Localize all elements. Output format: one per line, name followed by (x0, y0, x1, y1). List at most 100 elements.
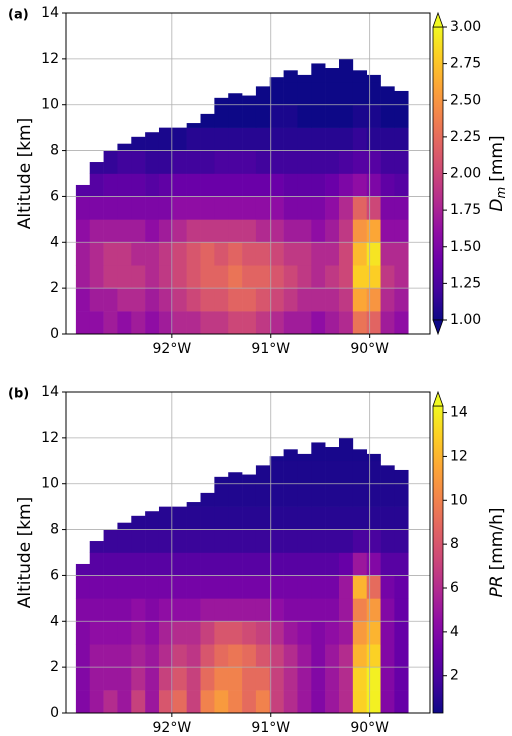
heat-cell (366, 575, 381, 599)
heat-cell (131, 288, 146, 312)
colorbar-tick-label: 4 (450, 624, 459, 640)
heat-cell (380, 529, 395, 553)
heat-cell (131, 690, 146, 714)
heat-cell (352, 621, 367, 645)
axes-frame (65, 391, 431, 714)
heat-cell (352, 529, 367, 553)
heat-cell (131, 667, 146, 691)
heat-cell (311, 529, 326, 553)
heat-cell (103, 667, 118, 691)
heat-cell (366, 242, 381, 266)
heat-cell (89, 621, 104, 645)
heat-cell (380, 104, 395, 128)
heat-cell (89, 265, 104, 289)
y-tick-label: 14 (41, 384, 59, 400)
heat-cell (325, 150, 340, 174)
heat-cell (158, 173, 174, 197)
colorbar-tick-label: 1.75 (450, 202, 481, 218)
colorbar-tick-label: 2.50 (450, 92, 481, 108)
heat-cell (255, 667, 271, 691)
x-tick-label: 90°W (350, 720, 389, 736)
heat-cell (255, 690, 271, 714)
heat-cell (228, 93, 243, 106)
heat-cell (255, 575, 271, 599)
axes-frame (65, 12, 431, 335)
heat-cell (117, 150, 132, 174)
heat-cell (311, 552, 326, 576)
heat-cell (131, 598, 146, 622)
heat-cell (380, 196, 395, 220)
heat-cell (117, 242, 132, 266)
heat-cell (311, 483, 326, 507)
heat-cell (311, 127, 326, 151)
heat-cell (394, 598, 409, 622)
panel-label: (b) (8, 387, 29, 402)
heat-cell (172, 265, 187, 289)
heat-cell (242, 690, 257, 714)
heat-cell (269, 460, 284, 485)
heat-cell (89, 196, 104, 220)
heat-cell (103, 311, 118, 335)
heat-cell (200, 311, 215, 335)
heat-cell (325, 104, 340, 128)
colorbar-extend (432, 390, 444, 407)
heat-cell (214, 311, 229, 335)
heat-cell (352, 173, 367, 197)
heat-cell (283, 598, 298, 622)
heat-cell (145, 242, 160, 266)
heat-cell (75, 184, 91, 197)
colorbar-tick-label: 2.00 (450, 166, 481, 182)
heat-cell (228, 242, 243, 266)
heat-cell (394, 311, 409, 335)
heat-cell (103, 242, 118, 266)
heat-cell (297, 173, 312, 197)
heat-cell (380, 127, 395, 151)
heat-cell (214, 690, 229, 714)
heat-cell (366, 173, 381, 197)
heat-cell (117, 265, 132, 289)
heat-cell (339, 437, 354, 462)
heat-cell (186, 506, 201, 530)
heat-cell (145, 265, 160, 289)
y-tick-label: 0 (50, 705, 59, 721)
heat-cell (352, 483, 367, 507)
heat-cell (283, 667, 298, 691)
heat-cell (228, 575, 243, 599)
y-tick-label: 4 (50, 613, 59, 629)
heat-cell (325, 242, 340, 266)
heat-cell (255, 86, 271, 106)
heat-cell (269, 150, 284, 174)
heat-cell (200, 552, 215, 576)
heat-cell (255, 529, 271, 553)
heat-cell (366, 460, 381, 485)
heat-cell (283, 70, 298, 83)
heat-cell (269, 456, 284, 462)
heat-cell (242, 621, 257, 645)
x-tick-label: 91°W (251, 720, 290, 736)
heat-cell (228, 311, 243, 335)
heat-cell (255, 242, 271, 266)
heat-cell (145, 311, 160, 335)
heat-cell (394, 644, 409, 668)
heat-cell (325, 506, 340, 530)
heat-cell (255, 173, 271, 197)
heat-cell (103, 529, 118, 553)
colorbar-tick-label: 1.50 (450, 239, 481, 255)
heat-cell (394, 219, 409, 243)
heat-cell (186, 529, 201, 553)
heat-cell (366, 598, 381, 622)
heat-cell (200, 150, 215, 174)
heat-cell (75, 575, 91, 599)
heat-cell (103, 598, 118, 622)
heat-cell (311, 265, 326, 289)
heat-cell (311, 460, 326, 485)
heat-cell (339, 150, 354, 174)
heat-cell (339, 311, 354, 335)
heat-cell (352, 690, 367, 714)
heat-cell (325, 265, 340, 289)
heat-cell (283, 460, 298, 485)
heat-cell (214, 667, 229, 691)
heat-cell (75, 265, 91, 289)
heat-cell (228, 644, 243, 668)
heat-cell (325, 529, 340, 553)
